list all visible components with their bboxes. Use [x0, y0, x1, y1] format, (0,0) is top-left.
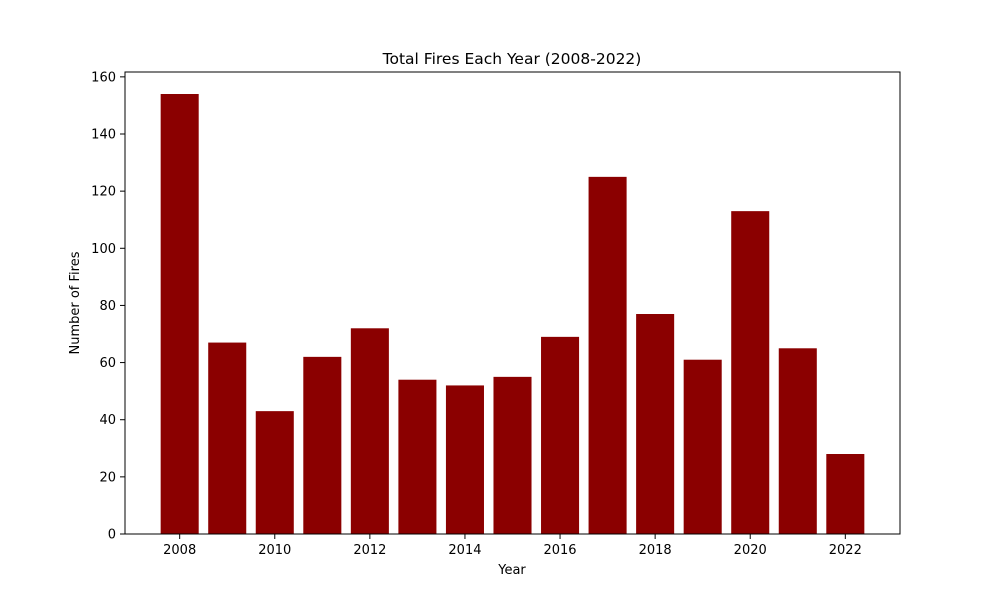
x-tick-label-2016: 2016	[543, 543, 576, 558]
bar-2013	[398, 379, 437, 534]
x-tick-label-2022: 2022	[829, 543, 862, 558]
bar-2017	[588, 176, 627, 535]
bar-2010	[255, 411, 294, 534]
bar-2016	[541, 336, 580, 534]
x-tick-label-2020: 2020	[734, 543, 767, 558]
bar-2008	[160, 94, 199, 534]
y-tick-label-100: 100	[91, 242, 116, 257]
x-tick-label-2008: 2008	[163, 543, 196, 558]
y-tick-label-140: 140	[91, 128, 116, 143]
y-tick-label-20: 20	[99, 470, 116, 485]
bar-2021	[778, 348, 817, 534]
bar-2009	[208, 342, 247, 534]
bar-2022	[826, 454, 865, 534]
y-tick-label-40: 40	[99, 413, 116, 428]
y-axis-ticks: 0 20 40 60 80 100 120 140 160	[91, 70, 125, 543]
bar-2015	[493, 376, 532, 534]
y-tick-label-120: 120	[91, 185, 116, 200]
bars-group	[160, 94, 865, 535]
axes-group	[124, 71, 901, 535]
x-tick-label-2018: 2018	[639, 543, 672, 558]
y-tick-label-60: 60	[99, 356, 116, 371]
bar-2020	[731, 211, 770, 534]
bar-2011	[303, 356, 342, 534]
y-tick-label-0: 0	[108, 528, 116, 543]
x-axis-title: Year	[497, 563, 526, 578]
x-tick-label-2010: 2010	[258, 543, 291, 558]
x-tick-label-2012: 2012	[353, 543, 386, 558]
bar-2018	[636, 314, 675, 534]
y-axis-title: Number of Fires	[68, 251, 83, 354]
x-axis-ticks: 2008 2010 2012 2014 2016 2018 2020 2022	[163, 534, 862, 558]
bar-2019	[683, 359, 722, 534]
x-tick-label-2014: 2014	[448, 543, 481, 558]
chart-title: Total Fires Each Year (2008-2022)	[382, 50, 642, 68]
plot-frame	[124, 71, 901, 535]
y-tick-label-80: 80	[99, 299, 116, 314]
y-tick-label-160: 160	[91, 70, 116, 85]
bar-2014	[445, 385, 484, 534]
bar-2012	[350, 328, 389, 534]
